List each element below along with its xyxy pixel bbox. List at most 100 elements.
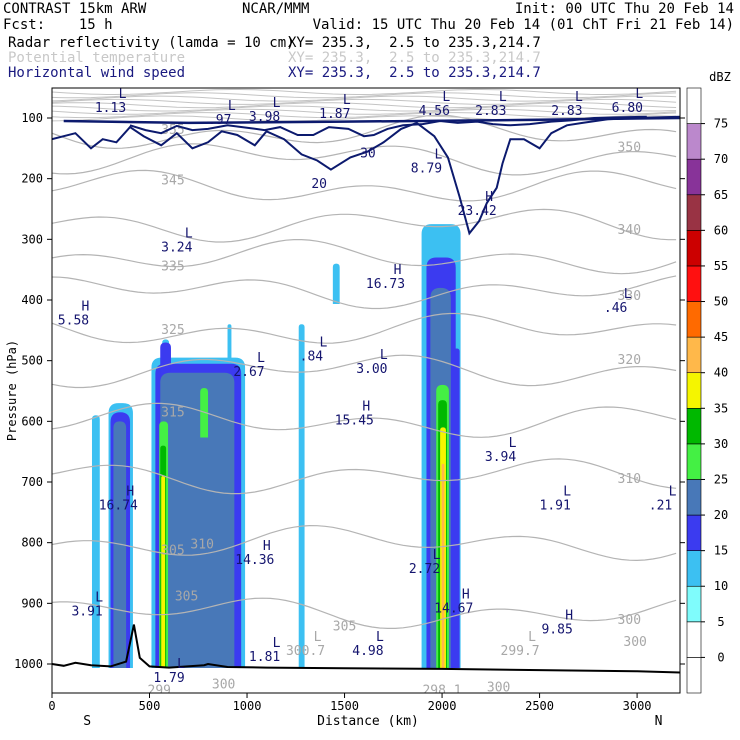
field-2-xy: XY= 235.3, 2.5 to 235.3,214.7 xyxy=(288,50,541,66)
theta-contour-315 xyxy=(52,402,677,438)
x-end-label-left: S xyxy=(83,714,91,729)
extremum-marker-27: H xyxy=(565,609,573,624)
theta-contour-330 xyxy=(52,275,677,310)
colorbar-swatch-9 xyxy=(686,372,702,409)
x-end-label-right: N xyxy=(655,714,663,729)
colorbar-tick-label-50: 50 xyxy=(714,295,728,309)
terrain-profile xyxy=(52,624,680,674)
x-tick-label-3000: 3000 xyxy=(623,699,652,713)
extremum-marker-10: H xyxy=(485,190,493,205)
reflectivity-15dbz-cell-5 xyxy=(453,348,460,668)
plot-area: 355350345340335330325320315310305300L1.1… xyxy=(52,87,680,695)
colorbar-tick-label-10: 10 xyxy=(714,579,728,593)
forecast-hour: Fcst: 15 h xyxy=(3,17,113,33)
extremum-marker-17: L xyxy=(380,348,388,363)
extremum-value-14: 5.58 xyxy=(58,313,89,328)
colorbar-swatch-5 xyxy=(686,514,702,551)
theta-label-345: 345 xyxy=(161,173,184,188)
extremum-value-24: 2.72 xyxy=(409,562,440,577)
extremum-marker-2: L xyxy=(228,99,236,114)
colorbar-tick-label-15: 15 xyxy=(714,544,728,558)
colorbar-tick-label-5: 5 xyxy=(717,615,724,629)
theta-label-320: 320 xyxy=(618,353,641,368)
theta-label-330: 330 xyxy=(618,289,641,304)
theta-upper-contour-1 xyxy=(52,89,677,95)
reflectivity-10dbz-cell-7 xyxy=(332,263,340,304)
reflectivity-20dbz-cell-2 xyxy=(160,372,235,668)
extremum-marker-19: L xyxy=(509,436,517,451)
y-tick-label-1000: 1000 xyxy=(14,657,43,671)
extremum-marker-3: L xyxy=(273,96,281,111)
colorbar-swatch-6 xyxy=(686,479,702,516)
theta-contour-310 xyxy=(52,458,677,495)
extremum-marker-5: L xyxy=(442,90,450,105)
extremum-value-35: 305 xyxy=(333,620,356,635)
theta-label-315: 315 xyxy=(161,405,184,420)
extremum-value-9: 8.79 xyxy=(411,162,442,177)
theta-label-305: 305 xyxy=(161,543,184,558)
extremum-marker-28: L xyxy=(376,630,384,645)
colorbar-swatch-10 xyxy=(686,336,702,374)
theta-contour-350 xyxy=(52,143,677,176)
y-tick-label-800: 800 xyxy=(21,536,43,550)
extremum-value-22: .21 xyxy=(649,498,672,513)
extremum-value-12: 16.73 xyxy=(366,277,405,292)
field-1-xy: XY= 235.3, 2.5 to 235.3,214.7 xyxy=(288,35,541,51)
colorbar-tick-label-25: 25 xyxy=(714,472,728,486)
extremum-marker-4: L xyxy=(343,93,351,108)
extremum-value-13: .46 xyxy=(604,301,627,316)
theta-label-350: 350 xyxy=(618,141,641,156)
y-tick-label-400: 400 xyxy=(21,293,43,307)
extremum-marker-21: L xyxy=(563,484,571,499)
extremum-marker-26: L xyxy=(95,590,103,605)
colorbar-swatch-8 xyxy=(686,407,702,445)
colorbar-tick-label-20: 20 xyxy=(714,508,728,522)
theta-contour-320 xyxy=(52,354,677,389)
y-tick-label-700: 700 xyxy=(21,475,43,489)
theta-upper-contour-4 xyxy=(52,98,677,105)
extremum-value-41: 30 xyxy=(360,146,376,161)
theta-label-340: 340 xyxy=(618,223,641,238)
extremum-value-1: 1.13 xyxy=(95,101,126,116)
extremum-value-40: 300 xyxy=(487,680,510,695)
colorbar-swatch-17 xyxy=(686,87,702,124)
theta-upper-contour-2 xyxy=(52,92,677,99)
reflectivity-40dbz-cell-1 xyxy=(441,463,445,668)
extremum-value-8: 6.80 xyxy=(612,101,643,116)
extremum-value-19: 3.94 xyxy=(485,450,516,465)
theta-contour-340 xyxy=(52,208,677,243)
extremum-marker-6: L xyxy=(499,90,507,105)
extremum-marker-14: H xyxy=(82,299,90,314)
colorbar-swatch-2 xyxy=(686,621,702,658)
extremum-value-26: 3.91 xyxy=(71,604,102,619)
reflectivity-35dbz-cell-1 xyxy=(161,475,166,668)
y-tick-label-300: 300 xyxy=(21,232,43,246)
extremum-value-33: 310 xyxy=(190,538,213,553)
wind-contour-30 xyxy=(129,115,647,138)
theta-upper-contour-8 xyxy=(52,112,677,119)
y-tick-label-200: 200 xyxy=(21,172,43,186)
extremum-value-29: 1.81 xyxy=(249,650,280,665)
extremum-marker-18: H xyxy=(362,399,370,414)
colorbar-tick-label-70: 70 xyxy=(714,152,728,166)
theta-label-325: 325 xyxy=(161,323,184,338)
extremum-marker-31: L xyxy=(314,630,322,645)
extremum-value-16: 2.67 xyxy=(233,365,264,380)
x-tick-label-2500: 2500 xyxy=(525,699,554,713)
theta-contour-305 xyxy=(52,524,677,562)
extremum-value-31: 300.7 xyxy=(286,644,325,659)
extremum-marker-23: H xyxy=(263,539,271,554)
center-name: NCAR/MMM xyxy=(242,1,310,17)
extremum-value-4: 1.87 xyxy=(319,107,350,122)
extremum-value-17: 3.00 xyxy=(356,362,387,377)
extremum-value-21: 1.91 xyxy=(540,498,571,513)
extremum-marker-1: L xyxy=(119,87,127,102)
colorbar-swatch-14 xyxy=(686,194,702,231)
theta-upper-contour-3 xyxy=(52,95,677,102)
x-tick-label-0: 0 xyxy=(48,699,55,713)
reflectivity-15dbz-cell-3 xyxy=(160,342,171,377)
extremum-value-27: 9.85 xyxy=(541,623,572,638)
x-tick-label-500: 500 xyxy=(139,699,161,713)
plot-frame xyxy=(51,87,681,694)
